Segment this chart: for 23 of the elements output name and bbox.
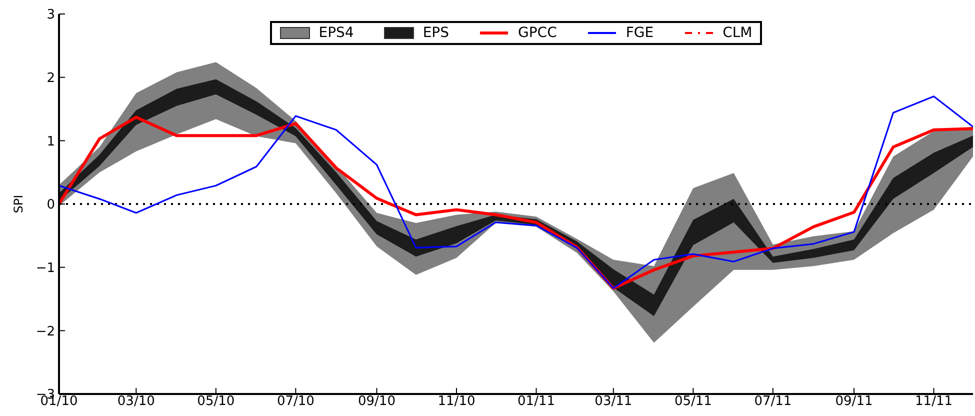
y-tick-label: −1 xyxy=(36,260,55,276)
y-tick-label: 0 xyxy=(46,198,55,213)
legend-label: FGE xyxy=(626,25,654,41)
y-tick-label: 3 xyxy=(46,8,55,23)
legend-label: EPS4 xyxy=(318,25,354,41)
y-tick-label: 2 xyxy=(46,70,55,86)
x-tick-label: 03/10 xyxy=(117,394,155,410)
x-tick-label: 09/11 xyxy=(835,394,873,410)
x-tick-label: 01/11 xyxy=(518,394,555,410)
y-axis-title: SPI xyxy=(11,194,26,214)
x-tick-label: 09/10 xyxy=(358,394,396,410)
x-tick-label: 05/11 xyxy=(674,394,712,410)
x-tick-label: 11/11 xyxy=(915,394,953,410)
legend-label: GPCC xyxy=(518,25,557,41)
x-tick-label: 05/10 xyxy=(197,394,235,410)
y-tick-label: 1 xyxy=(46,134,55,150)
x-tick-label: 07/10 xyxy=(276,394,314,410)
legend-label: CLM xyxy=(722,25,752,41)
x-tick-label: 07/11 xyxy=(754,394,792,410)
legend-label: EPS xyxy=(422,25,450,41)
x-tick-label: 11/10 xyxy=(438,394,476,410)
x-tick-label: 03/11 xyxy=(594,394,632,410)
y-tick-label: −2 xyxy=(36,324,55,340)
